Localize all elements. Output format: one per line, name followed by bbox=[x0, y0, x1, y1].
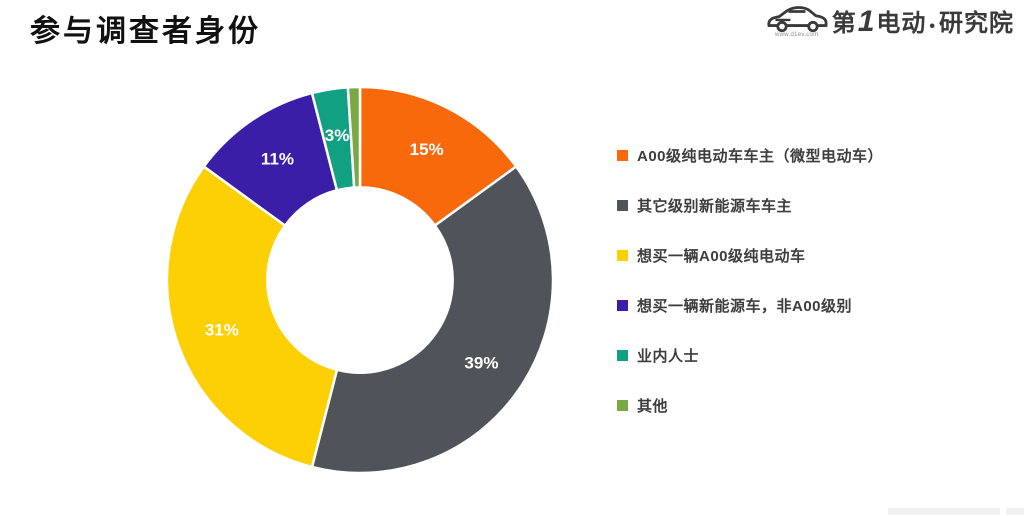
logo-text-diandong: 电动 bbox=[876, 10, 927, 37]
legend-label: 其他 bbox=[637, 397, 669, 415]
legend-label: 想买一辆A00级纯电动车 bbox=[637, 247, 806, 265]
legend-item-0: A00级纯电动车车主（微型电动车） bbox=[617, 130, 883, 180]
chart-legend: A00级纯电动车车主（微型电动车） 其它级别新能源车车主 想买一辆A00级纯电动车想… bbox=[617, 130, 883, 430]
slice-label-0: 15% bbox=[410, 140, 444, 159]
donut-chart: 15% 39% 31% 11% 3% bbox=[130, 58, 590, 498]
logo-separator-dot: • bbox=[929, 18, 936, 35]
legend-item-4: 业内人士 bbox=[617, 330, 883, 380]
donut-slice-5 bbox=[346, 85, 362, 189]
donut-slice-1 bbox=[310, 165, 555, 475]
legend-swatch-icon bbox=[617, 149, 628, 161]
legend-label: 业内人士 bbox=[637, 347, 700, 365]
legend-item-5: 其他 bbox=[617, 380, 883, 430]
brand-logo: www.d1ev.com 第 1 电动 • 研究院 bbox=[764, 3, 1014, 39]
logo-text-di: 第 bbox=[831, 10, 857, 37]
watermark-smudge bbox=[888, 508, 1000, 515]
slice-label-4: 3% bbox=[325, 126, 350, 145]
legend-item-3: 想买一辆新能源车，非A00级别 bbox=[617, 280, 883, 330]
slice-label-3: 11% bbox=[261, 150, 294, 169]
legend-swatch-icon bbox=[617, 199, 628, 211]
page-title: 参与调查者身份 bbox=[30, 15, 261, 48]
legend-label: 想买一辆新能源车，非A00级别 bbox=[637, 297, 853, 315]
logo-text-one: 1 bbox=[857, 5, 876, 38]
watermark-smudge bbox=[1006, 508, 1024, 515]
logo-wordmark: 第 1 电动 • 研究院 bbox=[832, 3, 1014, 39]
legend-label: 其它级别新能源车车主 bbox=[637, 197, 793, 215]
donut-slice-2 bbox=[165, 165, 339, 469]
logo-text-yanjiuyuan: 研究院 bbox=[939, 10, 1014, 37]
legend-swatch-icon bbox=[617, 349, 628, 361]
legend-swatch-icon bbox=[617, 399, 628, 411]
legend-swatch-icon bbox=[617, 249, 628, 261]
car-icon: www.d1ev.com bbox=[764, 4, 830, 38]
logo-url-text: www.d1ev.com bbox=[774, 32, 819, 38]
slice-label-1: 39% bbox=[464, 354, 498, 373]
legend-swatch-icon bbox=[617, 299, 628, 311]
slice-label-2: 31% bbox=[205, 321, 239, 340]
donut-slice-0 bbox=[358, 85, 518, 227]
legend-item-2: 想买一辆A00级纯电动车 bbox=[617, 230, 883, 280]
legend-label: A00级纯电动车车主（微型电动车） bbox=[637, 147, 884, 165]
legend-item-1: 其它级别新能源车车主 bbox=[617, 180, 883, 230]
